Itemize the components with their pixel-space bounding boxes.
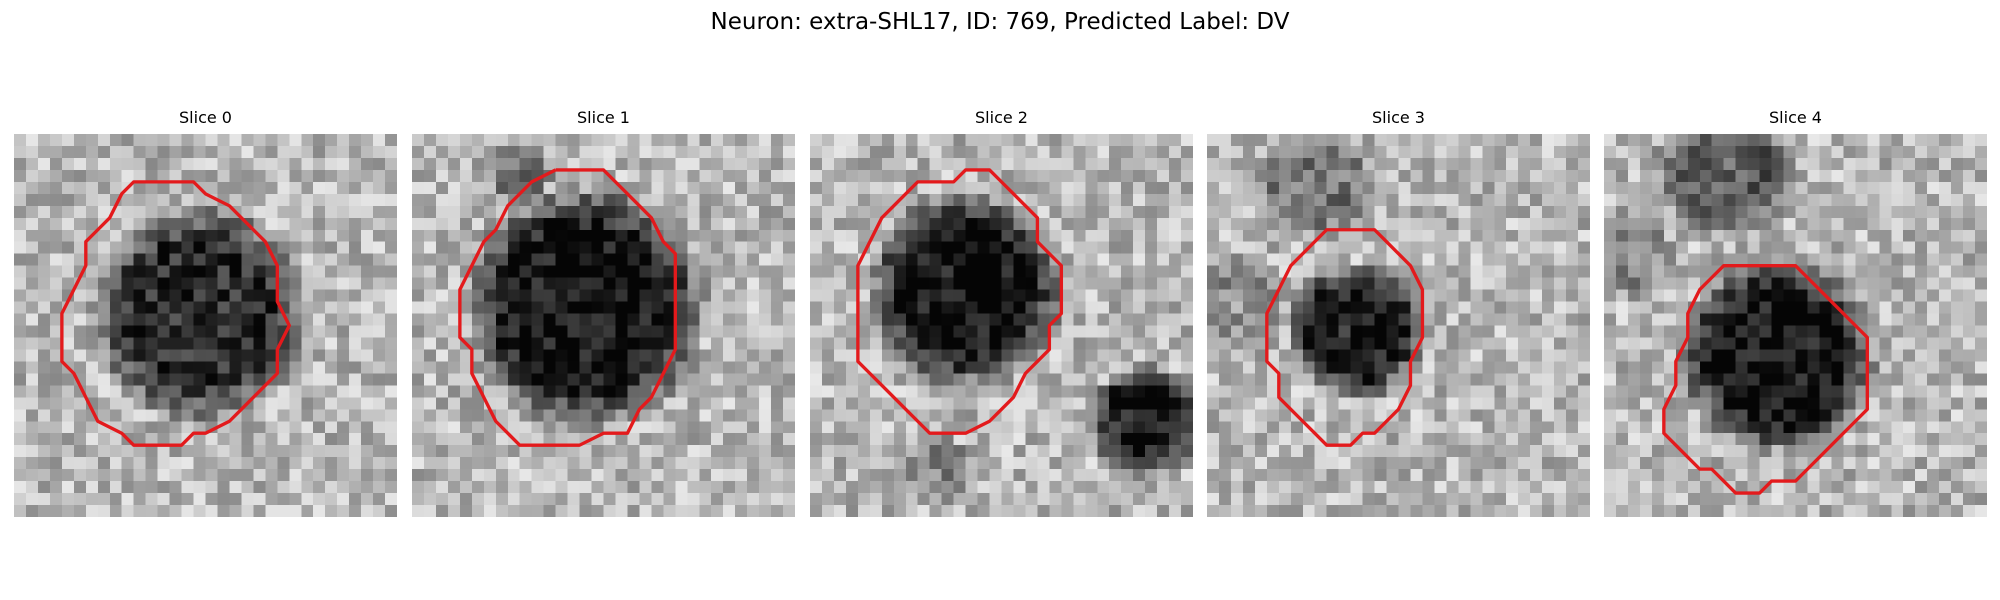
slice-image	[412, 134, 795, 517]
slice-image	[1207, 134, 1590, 517]
slice-title: Slice 3	[1372, 108, 1425, 127]
slice-title: Slice 2	[975, 108, 1028, 127]
neuron-contour	[1265, 228, 1425, 447]
figure-title: Neuron: extra-SHL17, ID: 769, Predicted …	[710, 9, 1290, 35]
slice-panel-3: Slice 3	[1207, 108, 1590, 517]
slice-image	[14, 134, 397, 517]
slice-panel-4: Slice 4	[1604, 108, 1987, 517]
slice-panel-1: Slice 1	[412, 108, 795, 517]
neuron-contour	[856, 168, 1064, 435]
slice-title: Slice 4	[1769, 108, 1822, 127]
slice-panel-0: Slice 0	[14, 108, 397, 517]
neuron-contour	[60, 180, 291, 447]
slice-title: Slice 1	[577, 108, 630, 127]
slice-title: Slice 0	[179, 108, 232, 127]
slice-image	[1604, 134, 1987, 517]
slice-image	[810, 134, 1193, 517]
slice-panel-2: Slice 2	[810, 108, 1193, 517]
neuron-contour	[1662, 263, 1869, 495]
neuron-contour	[458, 168, 677, 447]
